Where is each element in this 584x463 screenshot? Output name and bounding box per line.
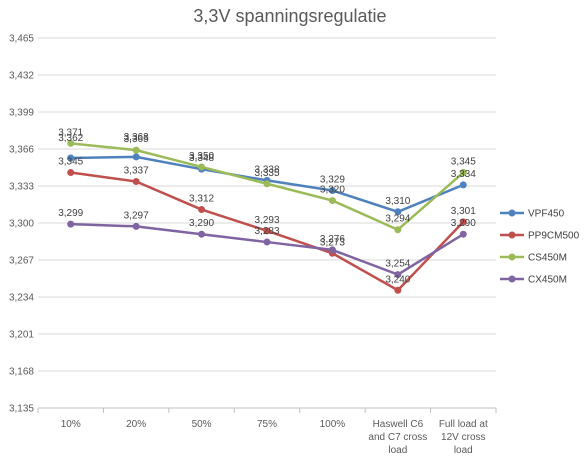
data-point (263, 180, 271, 188)
legend-label: CX450M (528, 275, 567, 286)
y-tick-label: 3,234 (9, 293, 34, 304)
x-tick-label-line: 10% (61, 419, 81, 430)
data-label: 3,338 (254, 164, 279, 175)
data-point (328, 246, 336, 254)
x-tick-label: Haswell C6 and C7 cross load (368, 419, 427, 456)
data-point (67, 139, 75, 147)
data-point (459, 230, 467, 238)
data-point (459, 181, 467, 189)
legend-swatch-marker (508, 209, 516, 217)
data-point (263, 227, 271, 235)
data-label: 3,345 (58, 157, 83, 168)
y-tick-label: 3,465 (9, 34, 34, 45)
legend-swatch-marker (508, 253, 516, 261)
x-tick-label-line: Full load at (439, 419, 488, 430)
data-label: 3,273 (320, 237, 345, 248)
data-label: 3,301 (451, 206, 476, 217)
y-tick-label: 3,432 (9, 71, 34, 82)
y-tick-label: 3,300 (9, 219, 34, 230)
y-tick-label: 3,366 (9, 145, 34, 156)
data-labels: 3,3483,3383,3293,3103,3343,3453,3373,312… (58, 127, 476, 285)
x-tick-label: 100% (320, 419, 346, 430)
data-label: 3,240 (385, 274, 410, 285)
data-point (394, 226, 402, 234)
data-label: 3,363 (124, 132, 149, 143)
x-tick-label-line: load (388, 445, 407, 456)
y-tick-label: 3,267 (9, 256, 34, 267)
legend-swatch-marker (508, 231, 516, 239)
data-label: 3,345 (451, 157, 476, 168)
x-tick-label-line: Haswell C6 (373, 419, 424, 430)
data-label: 3,362 (58, 133, 83, 144)
data-label: 3,310 (385, 196, 410, 207)
x-tick-label-line: 20% (126, 419, 146, 430)
data-label: 3,290 (189, 218, 214, 229)
data-label: 3,337 (124, 166, 149, 177)
data-point (132, 178, 140, 186)
data-point (132, 146, 140, 154)
data-label: 3,294 (385, 214, 410, 225)
data-point (263, 238, 271, 246)
data-label: 3,293 (254, 215, 279, 226)
data-label: 3,283 (254, 226, 279, 237)
data-label: 3,312 (189, 194, 214, 205)
y-tick-label: 3,201 (9, 330, 34, 341)
legend-label: CS450M (528, 253, 567, 264)
y-tick-label: 3,333 (9, 182, 34, 193)
data-point (67, 154, 75, 162)
data-label: 3,297 (124, 210, 149, 221)
x-tick-label-line: and C7 cross (368, 432, 427, 443)
data-point (198, 163, 206, 171)
legend: VPF450 PP9CM500 CS450M CX450M (500, 209, 580, 286)
y-tick-label: 3,168 (9, 367, 34, 378)
data-point (198, 206, 206, 214)
data-label: 3,348 (189, 153, 214, 164)
data-label: 3,350 (189, 151, 214, 162)
data-point (132, 153, 140, 161)
legend-swatch-marker (508, 275, 516, 283)
x-tick-label-line: 12V cross (441, 432, 485, 443)
legend-label: VPF450 (528, 209, 565, 220)
data-label: 3,365 (124, 134, 149, 145)
data-label: 3,334 (451, 169, 476, 180)
data-label: 3,254 (385, 259, 410, 270)
axes: 3,135 3,168 3,201 3,234 3,267 3,300 3,333 3,366… (9, 34, 497, 456)
data-label: 3,371 (58, 127, 83, 138)
data-label: 3,290 (451, 218, 476, 229)
data-label: 3,276 (320, 234, 345, 245)
x-tick-label-line: 75% (257, 419, 277, 430)
data-point (67, 220, 75, 228)
x-tick-label: 50% (192, 419, 212, 430)
data-label: 3,335 (254, 168, 279, 179)
x-tick-label: 75% (257, 419, 277, 430)
chart-title: 3,3V spanningsregulatie (193, 6, 386, 26)
data-point (132, 222, 140, 230)
data-point (328, 197, 336, 205)
y-tick-label: 3,399 (9, 108, 34, 119)
data-point (198, 230, 206, 238)
data-point (328, 186, 336, 194)
data-point (394, 286, 402, 294)
data-label: 3,320 (320, 185, 345, 196)
x-tick-label: Full load at 12V cross load (439, 419, 488, 456)
data-point (459, 169, 467, 177)
data-point (394, 271, 402, 279)
x-tick-label: 10% (61, 419, 81, 430)
data-label: 3,299 (58, 208, 83, 219)
x-tick-label-line: load (454, 445, 473, 456)
data-point (394, 208, 402, 216)
x-tick-label: 20% (126, 419, 146, 430)
gridlines (38, 37, 496, 409)
x-tick-label-line: 100% (320, 419, 346, 430)
x-tick-label-line: 50% (192, 419, 212, 430)
legend-label: PP9CM500 (528, 231, 580, 242)
data-point (459, 218, 467, 226)
data-label: 3,329 (320, 174, 345, 185)
data-point (67, 169, 75, 177)
y-tick-label: 3,135 (9, 404, 34, 415)
series-group (67, 139, 467, 294)
